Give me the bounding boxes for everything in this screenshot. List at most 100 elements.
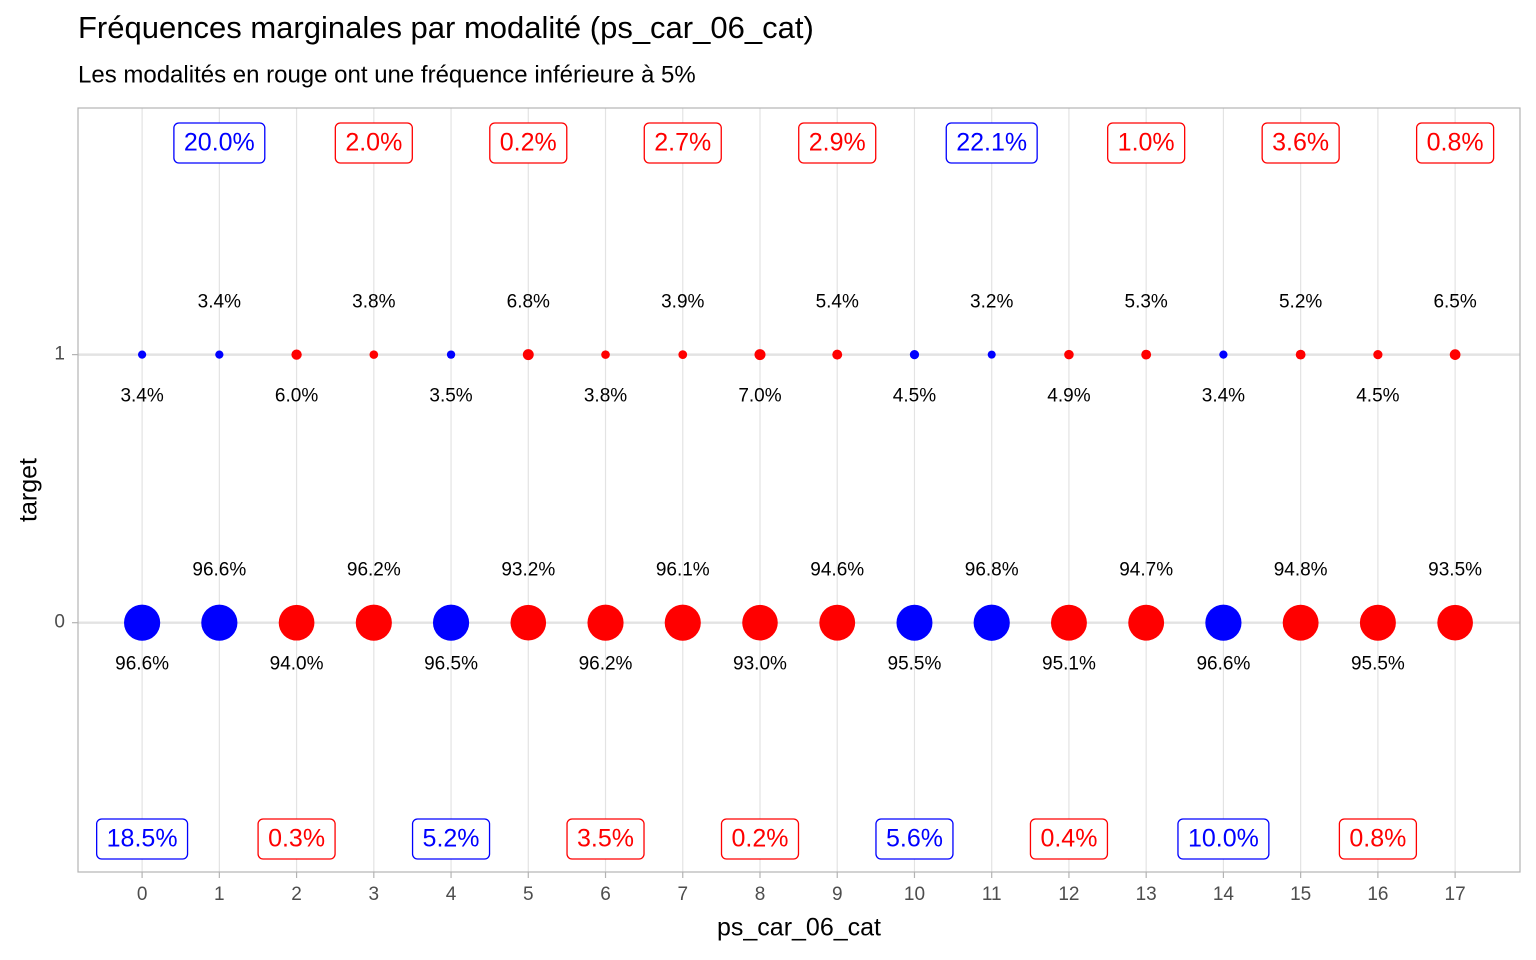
marginal-label: 2.0% [345,129,402,157]
marginal-box [489,122,568,164]
point-label: 5.3% [1125,292,1168,313]
marginal-box [257,818,336,860]
point-label: 94.7% [1119,560,1173,581]
point [215,350,224,359]
point-label: 5.2% [1279,292,1322,313]
point-label: 96.2% [347,560,401,581]
point [587,604,624,641]
marginal-label: 10.0% [1188,825,1259,853]
x-tick-label: 3 [369,884,380,905]
point-label: 3.4% [198,292,241,313]
point-label: 94.8% [1274,560,1328,581]
point-label: 3.8% [584,386,627,407]
point-label: 3.4% [120,386,163,407]
marginal-label: 18.5% [107,825,178,853]
point-label: 94.0% [270,654,324,675]
point [1373,350,1383,360]
x-tick-label: 16 [1367,884,1388,905]
marginal-label: 22.1% [956,129,1027,157]
marginal-label: 0.8% [1349,825,1406,853]
x-axis-label: ps_car_06_cat [717,914,881,942]
point [1219,350,1228,359]
x-tick-label: 2 [291,884,302,905]
marginal-box [1261,122,1340,164]
point-label: 96.2% [579,654,633,675]
point-label: 6.0% [275,386,318,407]
marginal-label: 1.0% [1118,129,1175,157]
marginal-box [411,818,491,860]
point [124,604,161,641]
point-label: 95.5% [888,654,942,675]
point [1141,349,1152,360]
marginal-label: 3.6% [1272,129,1329,157]
point [973,604,1010,641]
point [291,349,302,360]
point [754,349,766,361]
y-tick-label: 1 [54,344,65,365]
marginal-label: 2.7% [654,129,711,157]
point-label: 5.4% [816,292,859,313]
marginal-box [798,122,877,164]
point-label: 4.5% [893,386,936,407]
x-tick-label: 11 [982,884,1002,905]
point-label: 3.4% [1202,386,1245,407]
x-tick-label: 15 [1290,884,1311,905]
marginal-label: 0.4% [1040,825,1097,853]
point [201,604,238,641]
point [1449,349,1461,360]
marginal-box [720,818,800,860]
point-label: 4.9% [1047,386,1090,407]
marginal-label: 0.2% [732,825,789,853]
x-tick-label: 0 [137,884,148,905]
marginal-box [96,818,189,860]
x-tick-label: 4 [446,884,457,905]
marginal-label: 0.8% [1427,129,1484,157]
point-label: 6.5% [1433,292,1476,313]
marginal-box [1177,818,1270,860]
point [1282,604,1319,641]
x-tick-label: 8 [755,884,766,905]
point [432,604,470,641]
marginal-label: 2.9% [809,129,866,157]
marginal-box [945,122,1038,164]
panel-border [77,107,1521,873]
x-tick-label: 7 [677,884,688,905]
point-label: 7.0% [738,386,781,407]
point-label: 95.1% [1042,654,1096,675]
point-label: 6.8% [507,292,550,313]
point [355,604,392,641]
point [987,350,996,359]
x-tick-label: 10 [904,884,925,905]
marginal-box [1029,818,1109,860]
marginal-box [1107,122,1186,164]
point [742,604,778,641]
point-label: 96.6% [1196,654,1250,675]
point [278,604,315,641]
point [664,604,701,641]
marginal-box [1415,122,1495,164]
x-tick-label: 9 [832,884,843,905]
x-tick-label: 13 [1136,884,1157,905]
chart-subtitle: Les modalités en rouge ont une fréquence… [78,61,696,88]
point-label: 93.5% [1428,560,1482,581]
point-label: 94.6% [810,560,864,581]
marginal-label: 5.6% [886,825,943,853]
point-label: 93.0% [733,654,787,675]
point [1205,604,1242,641]
point-label: 3.9% [661,292,704,313]
marginal-label: 20.0% [184,129,255,157]
y-tick-label: 0 [54,612,65,633]
x-tick-label: 5 [523,884,534,905]
point-label: 96.8% [965,560,1019,581]
marginal-box [566,818,645,860]
marginal-box [643,122,722,164]
point [1050,604,1087,641]
point-label: 4.5% [1356,386,1399,407]
marginal-box [1338,818,1418,860]
point [1359,604,1396,641]
point-label: 3.2% [970,292,1013,313]
point [1064,349,1074,360]
point [510,604,547,641]
